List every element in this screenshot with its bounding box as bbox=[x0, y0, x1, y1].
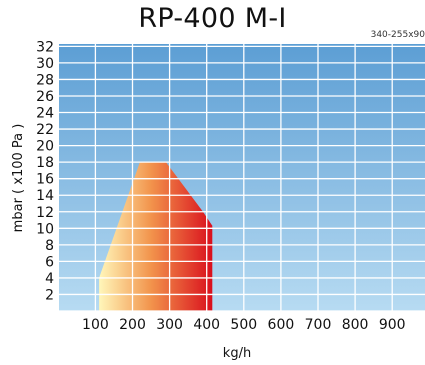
x-tick-label: 300 bbox=[156, 317, 183, 333]
y-tick-label: 30 bbox=[36, 56, 54, 72]
y-axis-label: mbar ( x100 Pa ) bbox=[11, 124, 26, 233]
x-tick-label: 400 bbox=[193, 317, 220, 333]
x-tick-label: 600 bbox=[268, 317, 295, 333]
x-tick-label: 200 bbox=[119, 317, 146, 333]
y-tick-label: 4 bbox=[45, 271, 54, 287]
series-area-0 bbox=[99, 162, 213, 311]
y-tick-label: 20 bbox=[36, 139, 54, 155]
x-axis-label: kg/h bbox=[223, 346, 251, 361]
model-code: 340-255x90 bbox=[370, 30, 425, 40]
y-tick-label: 10 bbox=[36, 221, 54, 237]
chart-title: RP-400 M-I bbox=[138, 3, 287, 34]
x-tick-label: 100 bbox=[82, 317, 109, 333]
y-tick-label: 28 bbox=[36, 72, 54, 88]
y-tick-label: 24 bbox=[36, 106, 54, 122]
y-tick-label: 22 bbox=[36, 122, 54, 138]
x-tick-label: 700 bbox=[305, 317, 332, 333]
x-tick-label: 500 bbox=[230, 317, 257, 333]
x-tick-label: 800 bbox=[342, 317, 369, 333]
y-tick-label: 26 bbox=[36, 89, 54, 105]
y-tick-label: 8 bbox=[45, 238, 54, 254]
y-tick-label: 18 bbox=[36, 155, 54, 171]
y-tick-label: 14 bbox=[36, 188, 54, 204]
y-tick-label: 2 bbox=[45, 287, 54, 303]
y-tick-label: 6 bbox=[45, 254, 54, 270]
y-tick-label: 16 bbox=[36, 172, 54, 188]
y-tick-label: 32 bbox=[36, 39, 54, 55]
y-tick-label: 12 bbox=[36, 205, 54, 221]
x-tick-label: 900 bbox=[379, 317, 406, 333]
